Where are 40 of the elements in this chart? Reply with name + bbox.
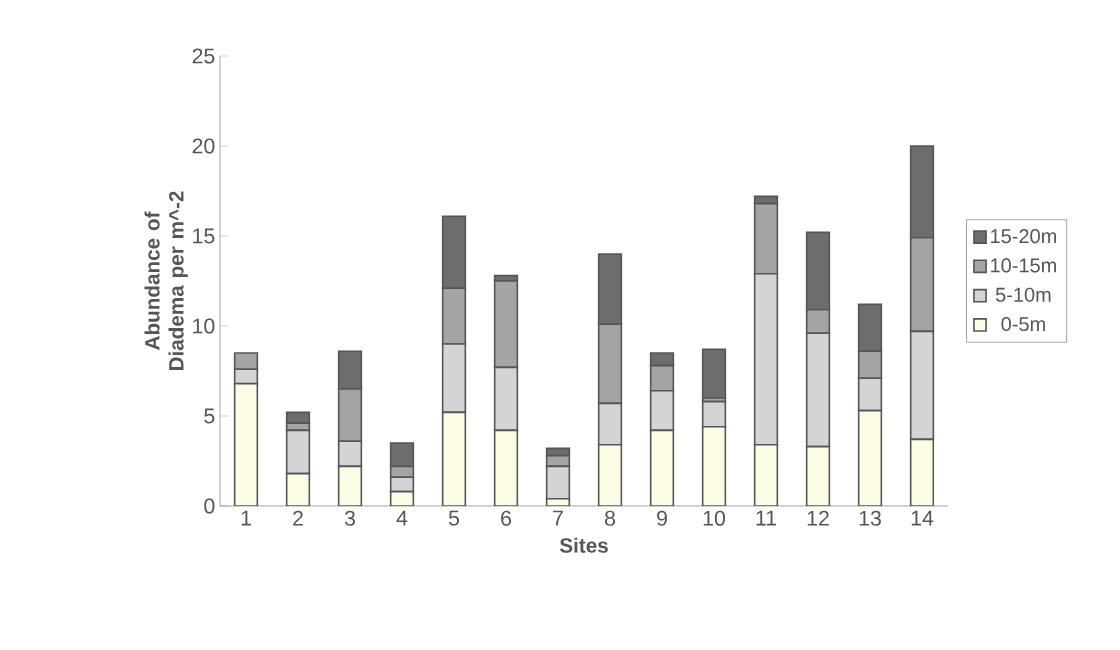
bar <box>597 444 623 506</box>
bar <box>701 426 727 506</box>
y-tick-label: 5 <box>204 408 215 424</box>
x-tick-label: 5 <box>448 510 460 526</box>
bar <box>701 348 727 399</box>
bar <box>337 465 363 506</box>
x-tick-label: 1 <box>241 510 251 526</box>
x-tick-label: 14 <box>911 510 934 526</box>
x-tick-label: 10 <box>703 510 726 526</box>
x-tick-label: 9 <box>657 510 667 526</box>
x-tick-label: 13 <box>859 510 881 526</box>
x-tick-label: 3 <box>344 510 355 526</box>
bar <box>805 445 831 506</box>
x-tick-label: 8 <box>605 510 616 526</box>
bar <box>649 429 675 506</box>
y-tick-label: 10 <box>193 318 215 334</box>
y-tick-label: 20 <box>192 138 215 154</box>
bar <box>493 429 519 506</box>
x-tick-label: 11 <box>756 510 777 526</box>
y-tick-label: 15 <box>193 228 215 244</box>
bar <box>753 444 779 506</box>
legend-label: 5-10m <box>995 287 1051 302</box>
legend-label: 15-20m <box>991 229 1057 244</box>
y-axis-title: Abundance of Diadema per m^-2 <box>144 191 188 371</box>
x-tick-label: 12 <box>807 510 829 526</box>
x-tick-label: 6 <box>501 510 511 526</box>
bar <box>857 409 883 506</box>
y-tick-label: 0 <box>204 498 215 514</box>
bar <box>701 400 727 428</box>
bar <box>285 472 311 506</box>
x-tick-label: 7 <box>553 510 563 526</box>
y-tick-label: 25 <box>192 48 215 64</box>
legend-label: 0-5m <box>1001 316 1045 332</box>
bar <box>909 438 935 506</box>
x-tick-label: 4 <box>396 510 408 526</box>
bar <box>441 411 467 506</box>
x-axis-title: Sites <box>559 537 608 553</box>
bar <box>233 382 259 506</box>
legend-label: 10-15m <box>991 258 1057 273</box>
x-tick-label: 2 <box>293 510 303 526</box>
